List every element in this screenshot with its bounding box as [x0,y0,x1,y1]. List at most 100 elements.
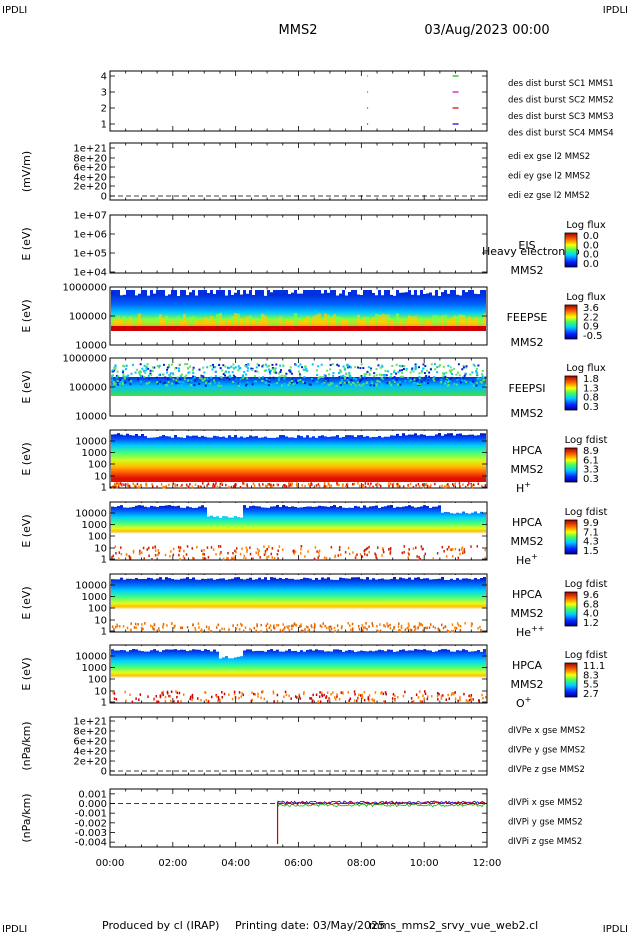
spectrogram-pixel [397,371,400,374]
spectrogram-pixel [321,691,323,694]
spectrogram-pixel [348,319,351,326]
spectrogram-pixel [294,364,297,367]
spectrogram-pixel [349,375,352,378]
spectrogram-pixel [215,552,217,556]
spectrogram-pixel [246,367,249,370]
spectrogram-pixel [451,623,454,626]
spectrogram-pixel [202,482,204,485]
legend-entry: dIVPe z gse MMS2 [508,765,585,775]
spectrogram-pixel [297,290,300,294]
spectrogram-pixel [401,365,404,368]
spectrogram-pixel [206,546,209,549]
spectrogram-pixel [419,557,422,561]
spectrogram-pixel [449,366,452,369]
spectrogram-pixel [159,290,162,296]
spectrogram-pixel [255,629,257,633]
spectrogram-pixel [363,690,366,694]
spectrogram-pixel [381,365,384,368]
spectrogram-pixel [453,692,455,695]
spectrogram-pixel [393,431,396,436]
spectrogram-pixel [417,322,420,326]
spectrogram-pixel [384,575,387,580]
spectrogram-pixel [392,378,395,381]
spectrogram-pixel [384,290,387,296]
spectrogram-pixel [113,369,116,372]
spectrogram-pixel [188,371,191,374]
spectrogram-pixel [351,622,354,626]
spectrogram-pixel [384,503,387,507]
colorbar-value: 0.0 [583,250,599,261]
spectrogram-pixel [138,552,141,556]
spectrogram-pixel [307,626,309,629]
spectrogram-pixel [126,290,129,296]
spectrogram-pixel [168,431,171,437]
spectrogram-pixel [147,367,150,370]
spectrogram-pixel [369,646,372,651]
x-tick-label: 04:00 [221,858,250,869]
spectrogram-pixel [138,698,140,701]
spectrogram-pixel [451,547,454,551]
spectrogram-pixel [237,503,240,518]
spectrogram-pixel [171,646,174,650]
spectrogram-pixel [456,622,459,625]
spectrogram-pixel [309,383,312,386]
instrument-label: HPCA [512,659,543,672]
spectrogram-pixel [414,431,417,434]
spectrogram-pixel [325,556,328,560]
spectrogram-pixel [174,575,177,580]
spectrogram-pixel [393,575,396,578]
spectrogram-pixel [348,646,351,650]
spectrogram-pixel [162,693,164,697]
spectrogram-pixel [135,290,138,296]
spectrogram-pixel [142,627,144,631]
spectrogram-pixel [290,381,293,384]
spectrogram-pixel [294,431,297,438]
spectrogram-pixel [323,556,326,559]
spectrogram-pixel [348,552,351,556]
spectrogram-pixel [143,557,145,560]
spectrogram-pixel [393,290,396,296]
spectrogram-pixel [179,626,182,630]
spectrogram-pixel [217,623,220,627]
spectrogram-pixel [446,629,449,633]
spectrogram-pixel [417,626,419,630]
spectrogram-pixel [370,482,372,485]
spectrogram-pixel [312,316,315,326]
spectrogram-pixel [347,366,350,369]
colorbar-value: 6.1 [583,455,599,466]
spectrogram-pixel [368,550,370,554]
spectrogram-pixel [369,290,372,293]
spectrogram-pixel [203,553,206,556]
spectrogram-pixel [145,369,148,372]
spectrogram-pixel [359,484,361,488]
spectrogram-pixel [483,290,486,295]
spectrogram-pixel [207,575,210,579]
spectrogram-pixel [410,697,413,700]
spectrogram-pixel [240,646,243,657]
spectrogram-pixel [187,371,190,374]
spectrogram-pixel [186,503,189,507]
spectrogram-pixel [327,575,330,578]
spectrogram-pixel [297,431,300,436]
spectrogram-pixel [382,548,385,552]
spectrogram-pixel [419,699,422,703]
spectrogram-pixel [216,646,219,652]
spectrogram-pixel [283,695,285,699]
spectrogram-pixel [111,369,114,372]
species-charge: + [525,695,532,704]
spectrogram-pixel [390,482,392,486]
y-tick-label: 4e+20 [73,173,107,184]
spectrogram-pixel [399,575,402,578]
spectrogram-pixel [115,376,118,379]
spectrogram-pixel [454,547,457,551]
spectrogram-pixel [187,379,190,382]
spectrogram-pixel [222,290,225,296]
spectrogram-pixel [244,626,247,629]
species-charge: + [531,552,538,561]
spectrogram-pixel [174,290,177,293]
spectrogram-pixel [322,622,324,625]
spectrogram-pixel [309,290,312,294]
spectrogram-pixel [159,575,162,578]
spectrogram-pixel [315,290,318,295]
spectrogram-pixel [252,557,254,561]
